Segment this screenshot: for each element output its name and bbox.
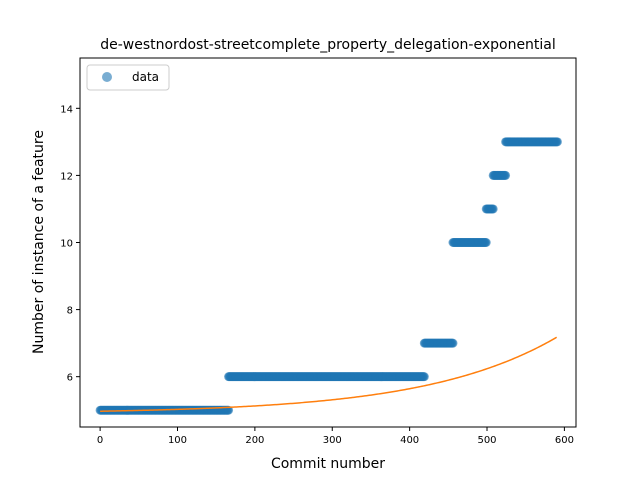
y-tick-label: 6 <box>67 373 73 384</box>
legend: data <box>86 64 170 91</box>
data-point <box>419 372 429 382</box>
data-point <box>481 238 491 247</box>
legend-box <box>86 64 170 91</box>
x-tick-label: 500 <box>477 435 496 446</box>
data-point <box>448 338 458 348</box>
x-tick-label: 200 <box>245 435 264 446</box>
x-axis-label: Commit number <box>271 456 385 472</box>
data-point <box>488 204 498 214</box>
x-tick-label: 400 <box>400 435 419 446</box>
x-tick-label: 0 <box>97 435 103 446</box>
y-axis: 6 8 10 12 14 <box>60 104 80 384</box>
data-points <box>95 137 562 415</box>
y-tick-label: 8 <box>67 306 73 317</box>
y-tick-label: 12 <box>60 171 73 182</box>
fit-curve-layer <box>100 336 558 412</box>
x-axis: 0 100 200 300 400 500 600 <box>97 427 574 446</box>
legend-label-data: data <box>132 70 159 84</box>
data-point <box>552 137 562 147</box>
legend-marker-data <box>102 72 112 82</box>
chart-title: de-westnordost-streetcomplete_property_d… <box>100 37 556 53</box>
x-tick-label: 600 <box>555 435 574 446</box>
data-point <box>501 170 511 180</box>
y-tick-label: 14 <box>60 104 73 115</box>
x-tick-label: 300 <box>323 435 342 446</box>
y-axis-label: Number of instance of a feature <box>31 130 47 354</box>
x-tick-label: 100 <box>168 435 187 446</box>
y-tick-label: 10 <box>60 239 73 250</box>
fit-curve <box>100 336 558 412</box>
